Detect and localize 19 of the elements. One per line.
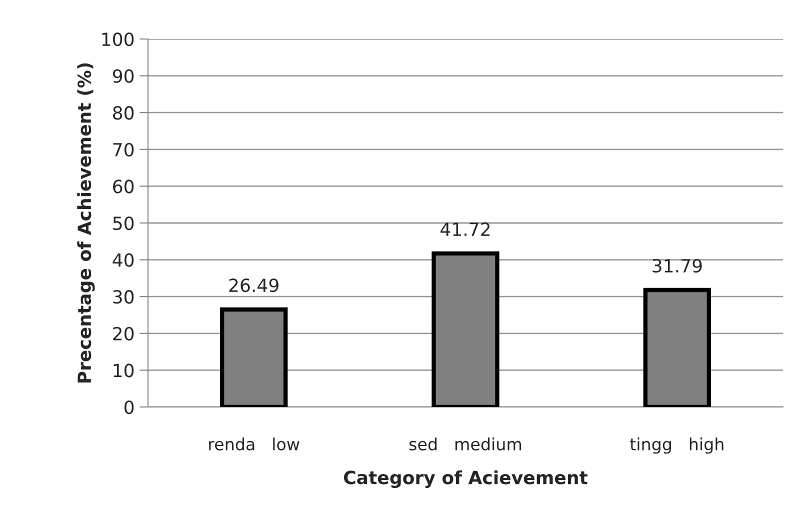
y-tick-label: 20 [113, 326, 134, 341]
data-label: 26.49 [229, 278, 278, 292]
x-tick-label: tingg high [630, 438, 724, 454]
y-tick-label: 70 [113, 142, 134, 157]
y-tick-label: 30 [113, 290, 134, 304]
x-tick-label: renda low [209, 438, 300, 450]
y-tick-label: 10 [114, 364, 134, 378]
data-label: 31.79 [652, 258, 702, 273]
y-tick-label: 100 [102, 32, 134, 46]
y-tick-label: 80 [113, 106, 134, 120]
y-tick-label: 60 [113, 180, 134, 194]
y-tick-label: 40 [112, 253, 134, 267]
y-tick-label: 90 [112, 69, 134, 83]
x-tick-label: sed medium [409, 438, 522, 450]
x-axis-title: Category of Acievement [344, 470, 588, 488]
y-tick-label: 0 [124, 400, 134, 414]
y-tick-label: 50 [113, 216, 134, 230]
data-label: 41.72 [440, 222, 490, 236]
y-axis-title: Precentage of Achievement (%) [77, 63, 95, 383]
